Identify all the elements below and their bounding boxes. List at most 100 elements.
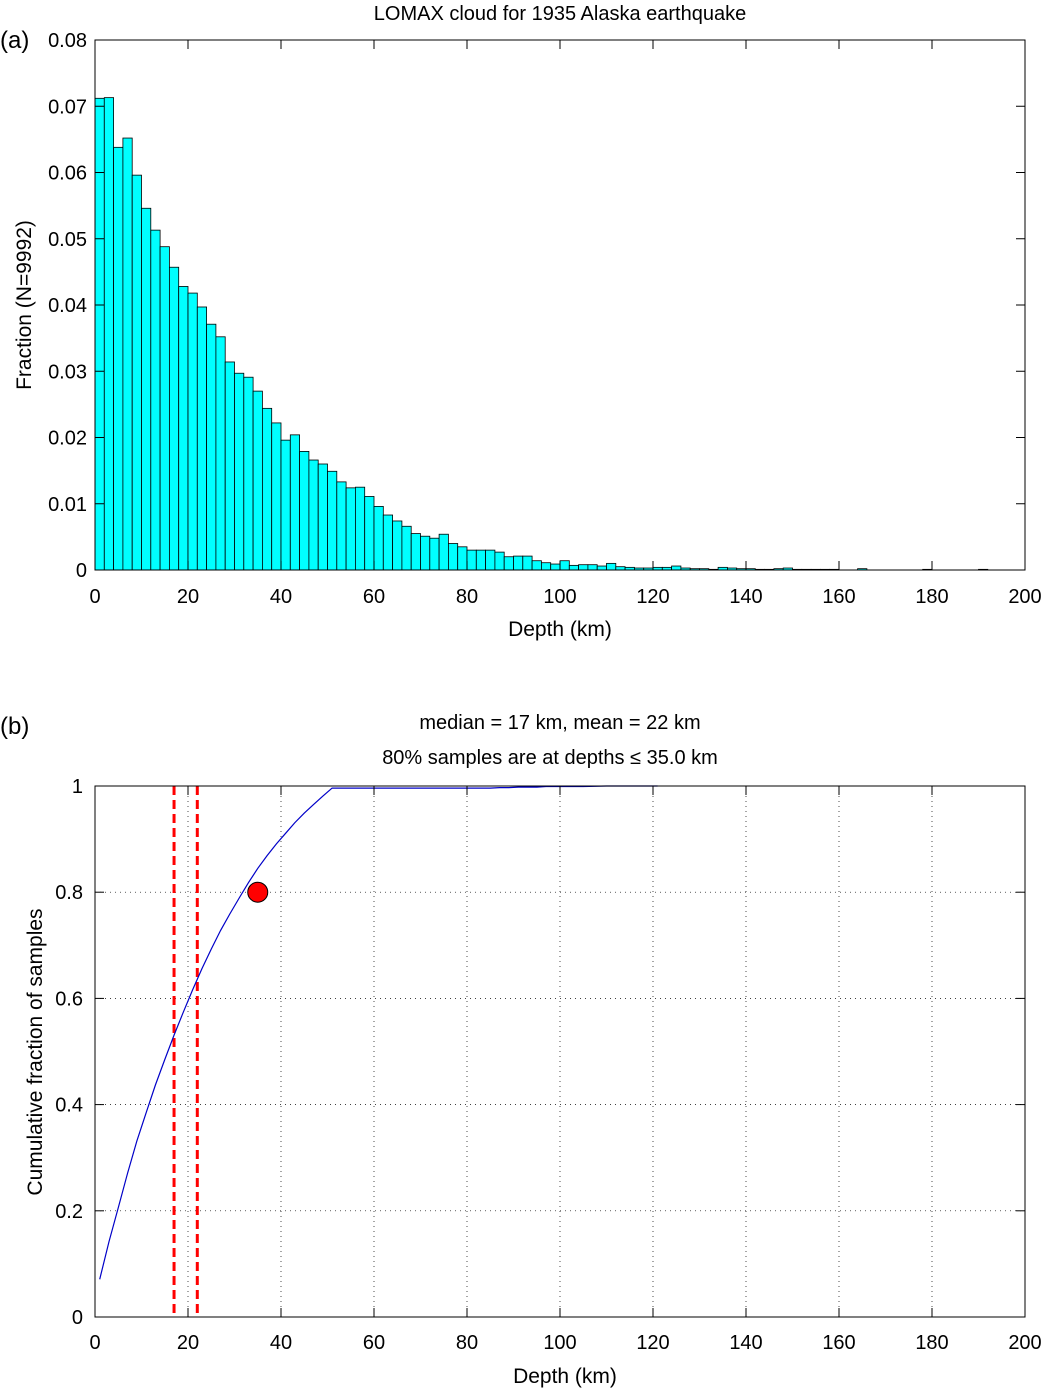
cdf-median-mean-lines — [172, 786, 199, 1317]
x-tick-label: 40 — [270, 586, 292, 608]
histogram-bar — [336, 481, 347, 571]
histogram-bar — [671, 565, 682, 571]
histogram-bar — [215, 336, 226, 571]
x-tick-label: 180 — [915, 1332, 948, 1354]
histogram-bar — [187, 292, 198, 571]
histogram-bar — [206, 323, 217, 571]
histogram-x-label: Depth (km) — [508, 618, 612, 641]
cdf-panel: (b) median = 17 km, mean = 22 km 80% sam… — [0, 712, 1042, 1388]
histogram-y-label: Fraction (N=9992) — [13, 220, 36, 390]
histogram-bar — [550, 563, 561, 571]
histogram-bar — [150, 229, 161, 571]
histogram-bar — [364, 496, 375, 571]
histogram-bar — [224, 361, 235, 571]
y-tick-label: 0.02 — [48, 428, 87, 450]
histogram-bar — [410, 533, 421, 571]
histogram-bar — [168, 266, 180, 571]
percentile-80-marker — [247, 881, 269, 903]
histogram-bar — [271, 422, 282, 571]
x-tick-label: 100 — [543, 586, 576, 608]
x-tick-label: 80 — [456, 586, 478, 608]
x-tick-label: 0 — [89, 1332, 100, 1354]
y-tick-label: 0.2 — [55, 1201, 83, 1223]
histogram-bar — [559, 560, 570, 571]
x-tick-label: 0 — [89, 586, 100, 608]
histogram-bar — [308, 459, 319, 571]
x-tick-label: 160 — [822, 586, 855, 608]
histogram-bar — [122, 137, 133, 571]
histogram-bar — [252, 390, 263, 571]
histogram-bar — [485, 549, 496, 571]
x-tick-label: 180 — [915, 586, 948, 608]
panel-label-a: (a) — [0, 27, 29, 54]
histogram-y-ticks: 0 0.01 0.02 0.03 0.04 0.05 0.06 0.07 0.08 — [48, 30, 1025, 582]
histogram-bar — [94, 97, 105, 571]
x-tick-label: 160 — [822, 1332, 855, 1354]
histogram-bar — [382, 514, 393, 571]
histogram-bar — [447, 543, 459, 571]
histogram-bar — [401, 525, 412, 571]
histogram-panel: (a) LOMAX cloud for 1935 Alaska earthqua… — [0, 3, 1042, 641]
histogram-bar — [234, 372, 245, 571]
y-tick-label: 0 — [76, 560, 87, 582]
y-tick-label: 0.04 — [48, 295, 87, 317]
x-tick-label: 200 — [1008, 1332, 1041, 1354]
y-tick-label: 0.03 — [48, 361, 87, 383]
y-tick-label: 0 — [72, 1307, 83, 1329]
histogram-bar — [438, 533, 449, 571]
panel-label-b: (b) — [0, 713, 29, 740]
x-tick-label: 40 — [270, 1332, 292, 1354]
x-tick-label: 200 — [1008, 586, 1041, 608]
x-tick-label: 20 — [177, 586, 199, 608]
histogram-bar — [587, 564, 598, 571]
x-tick-label: 60 — [363, 586, 385, 608]
histogram-bar — [392, 520, 403, 571]
histogram-bar — [299, 451, 310, 571]
y-tick-label: 0.6 — [55, 988, 83, 1010]
y-tick-label: 1 — [72, 776, 83, 798]
histogram-bar — [503, 556, 514, 571]
cdf-x-ticks: 0 20 40 60 80 100 120 140 160 180 200 — [89, 786, 1042, 1354]
x-tick-label: 120 — [636, 586, 669, 608]
histogram-title: LOMAX cloud for 1935 Alaska earthquake — [374, 3, 746, 25]
histogram-bar — [420, 535, 431, 571]
cdf-x-label: Depth (km) — [513, 1365, 617, 1388]
y-tick-label: 0.8 — [55, 882, 83, 904]
histogram-bar — [541, 562, 552, 571]
x-tick-label: 140 — [729, 1332, 762, 1354]
histogram-bar — [196, 306, 208, 571]
x-tick-label: 20 — [177, 1332, 199, 1354]
x-tick-label: 140 — [729, 586, 762, 608]
histogram-bar — [327, 470, 338, 571]
histogram-bar — [159, 246, 170, 571]
y-tick-label: 0.06 — [48, 163, 87, 185]
histogram-bar — [596, 565, 607, 571]
y-tick-label: 0.4 — [55, 1095, 83, 1117]
x-tick-label: 80 — [456, 1332, 478, 1354]
histogram-bar — [373, 505, 384, 571]
histogram-bar — [513, 555, 524, 571]
histogram-bar — [457, 546, 468, 571]
x-tick-label: 100 — [543, 1332, 576, 1354]
histogram-bar — [131, 174, 142, 571]
histogram-bar — [261, 407, 273, 571]
histogram-bars — [94, 97, 989, 571]
histogram-bar — [494, 551, 505, 571]
histogram-bar — [317, 463, 328, 571]
histogram-bar — [522, 555, 533, 571]
histogram-bar — [429, 537, 440, 571]
histogram-bar — [345, 487, 356, 571]
histogram-bar — [466, 549, 477, 571]
histogram-bar — [243, 376, 254, 571]
histogram-bar — [531, 560, 542, 571]
cdf-grid — [95, 785, 1025, 1317]
y-tick-label: 0.07 — [48, 96, 87, 118]
y-tick-label: 0.05 — [48, 229, 87, 251]
cdf-title-line-2: 80% samples are at depths ≤ 35.0 km — [382, 747, 718, 769]
histogram-bar — [475, 549, 486, 571]
histogram-bar — [606, 562, 617, 571]
cdf-title-line-1: median = 17 km, mean = 22 km — [419, 712, 700, 734]
histogram-bar — [568, 564, 579, 571]
histogram-bar — [103, 97, 115, 571]
